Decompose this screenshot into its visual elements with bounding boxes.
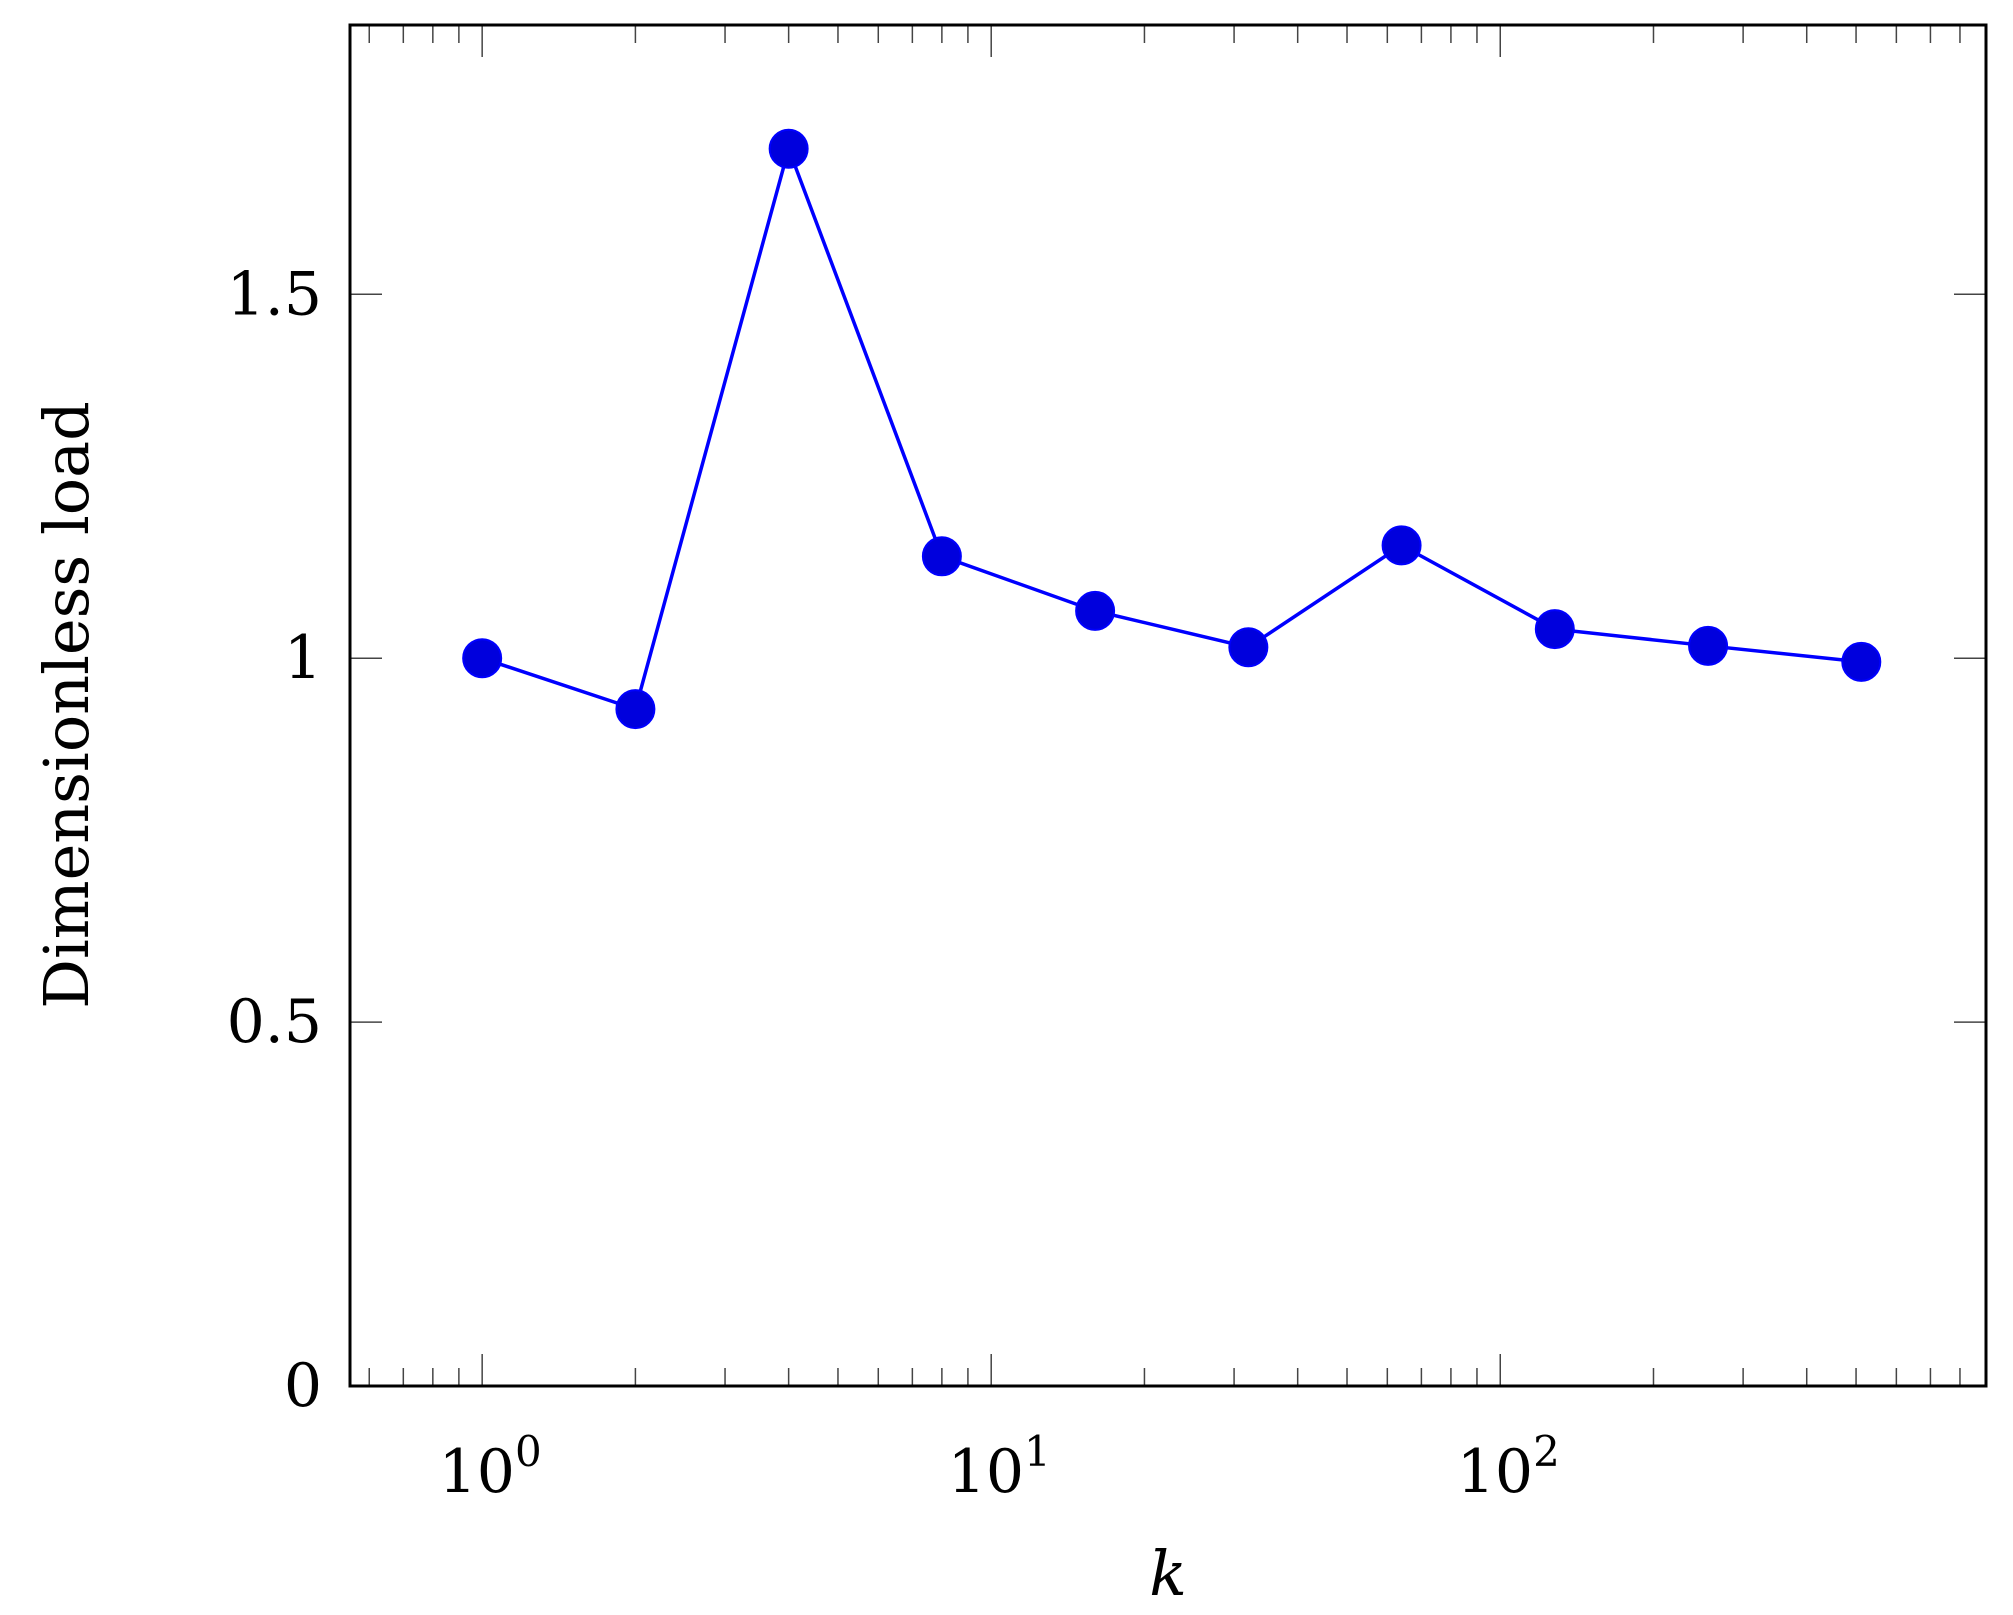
y-axis-label: Dimensionless load — [30, 401, 103, 1009]
minor-ticks — [368, 25, 1987, 1386]
y-tick-label: 0 — [284, 1351, 322, 1421]
data-point — [462, 638, 503, 679]
plot-frame — [348, 23, 1988, 1388]
data-point — [1381, 525, 1422, 566]
x-axis-label: k — [1149, 1537, 1187, 1610]
data-point — [1688, 625, 1729, 666]
major-ticks — [350, 25, 1986, 1387]
x-tick-label: 101 — [948, 1427, 1051, 1507]
data-point — [768, 128, 809, 169]
x-tick-label: 102 — [1457, 1427, 1560, 1507]
series-line — [481, 146, 1862, 711]
y-tick-label: 1 — [284, 623, 322, 693]
y-tick-labels: 0 0.5 1 1.5 — [227, 259, 322, 1421]
x-tick-labels: 100 101 102 — [439, 1427, 1560, 1507]
data-point — [1534, 609, 1575, 650]
data-point — [921, 536, 962, 577]
y-tick-label: 0.5 — [227, 987, 322, 1057]
y-tick-label: 1.5 — [227, 259, 322, 329]
data-point — [1841, 641, 1882, 682]
data-point — [1228, 627, 1269, 668]
x-tick-label: 100 — [439, 1427, 542, 1507]
series-layer — [462, 128, 1882, 730]
data-point — [1075, 590, 1116, 631]
data-point — [615, 689, 656, 730]
